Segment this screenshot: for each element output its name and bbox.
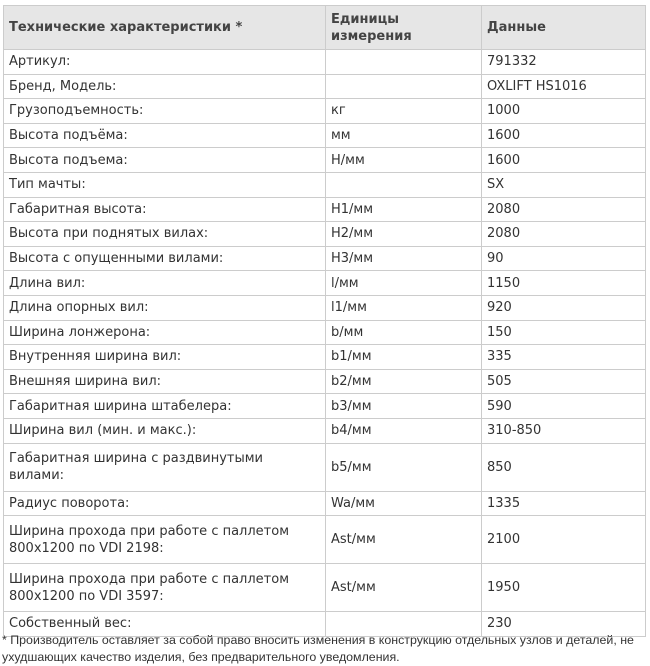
spec-unit-cell: b3/мм xyxy=(325,393,482,419)
spec-unit-cell: b5/мм xyxy=(325,442,482,492)
spec-name-cell: Высота с опущенными вилами: xyxy=(3,245,326,272)
table-row: Высота подъёма: мм 1600 xyxy=(3,122,646,149)
spec-value-cell: OXLIFT HS1016 xyxy=(481,73,646,100)
spec-value-cell: 850 xyxy=(481,442,646,492)
table-row: Высота подъема: H/мм 1600 xyxy=(3,147,646,173)
spec-name-cell: Внутренняя ширина вил: xyxy=(3,344,326,370)
table-row: Габаритная ширина штабелера: b3/мм 590 xyxy=(3,393,646,419)
table-row: Тип мачты: SX xyxy=(3,171,646,198)
spec-value-cell: 230 xyxy=(481,611,646,637)
spec-unit-cell: Ast/мм xyxy=(325,515,482,565)
spec-value-cell: 505 xyxy=(481,368,646,395)
table-row: Габаритная высота: H1/мм 2080 xyxy=(3,196,646,223)
spec-unit-cell xyxy=(325,611,482,637)
table-row: Собственный вес: 230 xyxy=(3,611,646,637)
spec-unit-cell: H1/мм xyxy=(325,196,482,223)
spec-name-cell: Высота подъема: xyxy=(3,147,326,173)
spec-value-cell: 791332 xyxy=(481,49,646,75)
spec-value-cell: 2100 xyxy=(481,515,646,565)
spec-unit-cell: b/мм xyxy=(325,319,482,346)
table-row: Ширина прохода при работе с паллетом 800… xyxy=(3,563,646,613)
spec-unit-cell: Wa/мм xyxy=(325,490,482,517)
table-row: Радиус поворота: Wa/мм 1335 xyxy=(3,490,646,517)
spec-name-cell: Внешняя ширина вил: xyxy=(3,368,326,395)
spec-value-cell: 1600 xyxy=(481,147,646,173)
spec-unit-cell: мм xyxy=(325,122,482,149)
table-row: Высота при поднятых вилах: H2/мм 2080 xyxy=(3,221,646,247)
spec-unit-cell xyxy=(325,73,482,100)
table-row: Грузоподъемность: кг 1000 xyxy=(3,98,646,124)
header-units: Единицы измерения xyxy=(325,5,482,50)
spec-value-cell: 1150 xyxy=(481,270,646,296)
spec-value-cell: SX xyxy=(481,171,646,198)
spec-unit-cell: b4/мм xyxy=(325,417,482,444)
table-row: Габаритная ширина с раздвинутыми вилами:… xyxy=(3,442,646,492)
spec-name-cell: Бренд, Модель: xyxy=(3,73,326,100)
spec-name-cell: Высота при поднятых вилах: xyxy=(3,221,326,247)
spec-unit-cell: l1/мм xyxy=(325,294,482,321)
spec-unit-cell: H2/мм xyxy=(325,221,482,247)
spec-name-cell: Собственный вес: xyxy=(3,611,326,637)
spec-unit-cell xyxy=(325,171,482,198)
spec-value-cell: 150 xyxy=(481,319,646,346)
spec-value-cell: 2080 xyxy=(481,221,646,247)
spec-value-cell: 335 xyxy=(481,344,646,370)
spec-name-cell: Ширина прохода при работе с паллетом 800… xyxy=(3,563,326,613)
spec-value-cell: 1000 xyxy=(481,98,646,124)
spec-value-cell: 590 xyxy=(481,393,646,419)
spec-unit-cell: H/мм xyxy=(325,147,482,173)
spec-unit-cell xyxy=(325,49,482,75)
spec-name-cell: Высота подъёма: xyxy=(3,122,326,149)
spec-name-cell: Длина вил: xyxy=(3,270,326,296)
spec-name-cell: Артикул: xyxy=(3,49,326,75)
table-row: Артикул: 791332 xyxy=(3,49,646,75)
header-data: Данные xyxy=(481,5,646,50)
spec-unit-cell: l/мм xyxy=(325,270,482,296)
spec-name-cell: Ширина вил (мин. и макс.): xyxy=(3,417,326,444)
spec-value-cell: 310-850 xyxy=(481,417,646,444)
table-row: Ширина вил (мин. и макс.): b4/мм 310-850 xyxy=(3,417,646,444)
table-header-row: Технические характеристики * Единицы изм… xyxy=(3,5,646,50)
spec-name-cell: Тип мачты: xyxy=(3,171,326,198)
spec-name-cell: Радиус поворота: xyxy=(3,490,326,517)
spec-unit-cell: Ast/мм xyxy=(325,563,482,613)
specs-table: Технические характеристики * Единицы изм… xyxy=(3,5,646,637)
spec-name-cell: Габаритная ширина с раздвинутыми вилами: xyxy=(3,442,326,492)
table-row: Внешняя ширина вил: b2/мм 505 xyxy=(3,368,646,395)
table-row: Высота с опущенными вилами: H3/мм 90 xyxy=(3,245,646,272)
spec-value-cell: 90 xyxy=(481,245,646,272)
table-row: Длина опорных вил: l1/мм 920 xyxy=(3,294,646,321)
spec-name-cell: Ширина прохода при работе с паллетом 800… xyxy=(3,515,326,565)
spec-name-cell: Длина опорных вил: xyxy=(3,294,326,321)
spec-name-cell: Габаритная высота: xyxy=(3,196,326,223)
header-characteristics: Технические характеристики * xyxy=(3,5,326,50)
spec-value-cell: 2080 xyxy=(481,196,646,223)
spec-name-cell: Ширина лонжерона: xyxy=(3,319,326,346)
spec-value-cell: 920 xyxy=(481,294,646,321)
spec-value-cell: 1950 xyxy=(481,563,646,613)
table-row: Внутренняя ширина вил: b1/мм 335 xyxy=(3,344,646,370)
spec-unit-cell: b2/мм xyxy=(325,368,482,395)
table-row: Бренд, Модель: OXLIFT HS1016 xyxy=(3,73,646,100)
spec-name-cell: Габаритная ширина штабелера: xyxy=(3,393,326,419)
spec-value-cell: 1600 xyxy=(481,122,646,149)
table-row: Ширина прохода при работе с паллетом 800… xyxy=(3,515,646,565)
table-row: Длина вил: l/мм 1150 xyxy=(3,270,646,296)
spec-value-cell: 1335 xyxy=(481,490,646,517)
spec-unit-cell: кг xyxy=(325,98,482,124)
footnote: * Производитель оставляет за собой право… xyxy=(2,633,634,664)
spec-name-cell: Грузоподъемность: xyxy=(3,98,326,124)
table-row: Ширина лонжерона: b/мм 150 xyxy=(3,319,646,346)
spec-unit-cell: H3/мм xyxy=(325,245,482,272)
spec-unit-cell: b1/мм xyxy=(325,344,482,370)
